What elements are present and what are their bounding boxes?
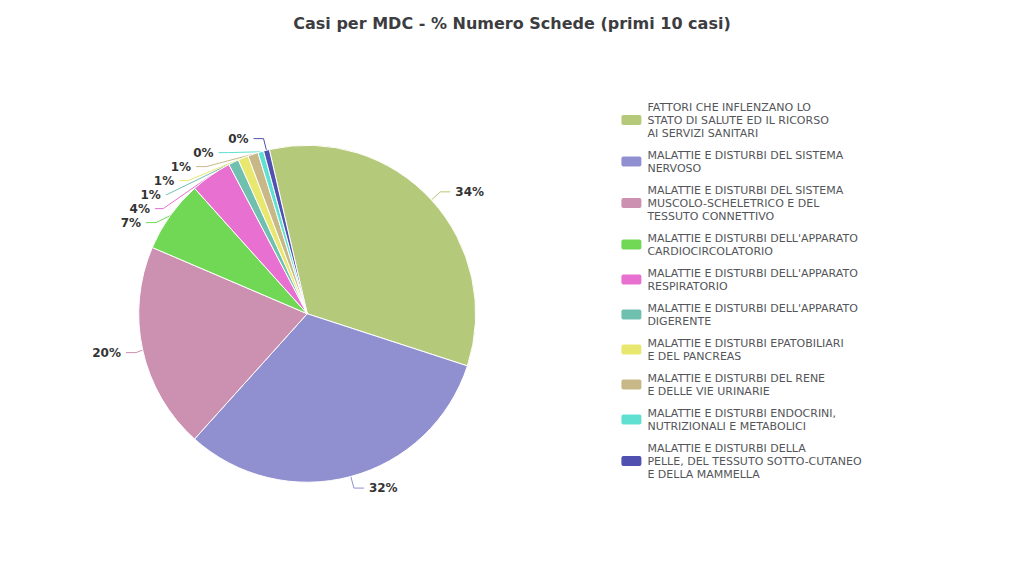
svg-text:32%: 32% [369,481,398,495]
svg-text:MALATTIE E DISTURBI DELL'APPAR: MALATTIE E DISTURBI DELL'APPARATO [647,302,858,315]
svg-text:E DELLE VIE URINARIE: E DELLE VIE URINARIE [647,385,769,398]
svg-text:0%: 0% [193,146,213,160]
svg-text:MALATTIE E DISTURBI DELL'APPAR: MALATTIE E DISTURBI DELL'APPARATO [647,267,858,280]
svg-text:RESPIRATORIO: RESPIRATORIO [647,280,728,293]
svg-text:0%: 0% [228,132,248,146]
svg-text:MALATTIE E DISTURBI EPATOBILIA: MALATTIE E DISTURBI EPATOBILIARI [647,337,843,350]
svg-text:DIGERENTE: DIGERENTE [647,315,711,328]
svg-text:1%: 1% [171,160,191,174]
svg-text:FATTORI CHE INFLENZANO LO: FATTORI CHE INFLENZANO LO [647,101,811,114]
svg-text:E DEL PANCREAS: E DEL PANCREAS [647,350,741,363]
svg-text:Casi per MDC - % Numero Schede: Casi per MDC - % Numero Schede (primi 10… [293,14,730,33]
svg-text:STATO DI SALUTE ED IL RICORSO: STATO DI SALUTE ED IL RICORSO [647,114,829,127]
svg-text:1%: 1% [140,188,160,202]
svg-text:7%: 7% [121,216,141,230]
svg-text:MALATTIE E DISTURBI DELLA: MALATTIE E DISTURBI DELLA [647,442,806,455]
svg-text:MALATTIE E DISTURBI DELL'APPAR: MALATTIE E DISTURBI DELL'APPARATO [647,232,858,245]
svg-text:AI SERVIZI SANITARI: AI SERVIZI SANITARI [647,127,758,140]
svg-text:NUTRIZIONALI E METABOLICI: NUTRIZIONALI E METABOLICI [647,420,806,433]
svg-text:MALATTIE E DISTURBI DEL RENE: MALATTIE E DISTURBI DEL RENE [647,372,825,385]
svg-text:TESSUTO CONNETTIVO: TESSUTO CONNETTIVO [646,210,774,223]
svg-text:MALATTIE E DISTURBI DEL SISTEM: MALATTIE E DISTURBI DEL SISTEMA [647,149,843,162]
svg-text:MUSCOLO-SCHELETRICO E DEL: MUSCOLO-SCHELETRICO E DEL [647,197,820,210]
svg-text:PELLE, DEL TESSUTO SOTTO-CUTAN: PELLE, DEL TESSUTO SOTTO-CUTANEO [647,455,862,468]
svg-text:E DELLA MAMMELLA: E DELLA MAMMELLA [647,468,760,481]
svg-text:20%: 20% [92,346,121,360]
svg-text:NERVOSO: NERVOSO [647,162,701,175]
svg-text:MALATTIE E DISTURBI ENDOCRINI,: MALATTIE E DISTURBI ENDOCRINI, [647,407,836,420]
svg-text:MALATTIE E DISTURBI DEL SISTEM: MALATTIE E DISTURBI DEL SISTEMA [647,184,843,197]
svg-text:CARDIOCIRCOLATORIO: CARDIOCIRCOLATORIO [647,245,773,258]
svg-text:1%: 1% [154,174,174,188]
svg-text:34%: 34% [455,185,484,199]
svg-text:4%: 4% [130,202,150,216]
